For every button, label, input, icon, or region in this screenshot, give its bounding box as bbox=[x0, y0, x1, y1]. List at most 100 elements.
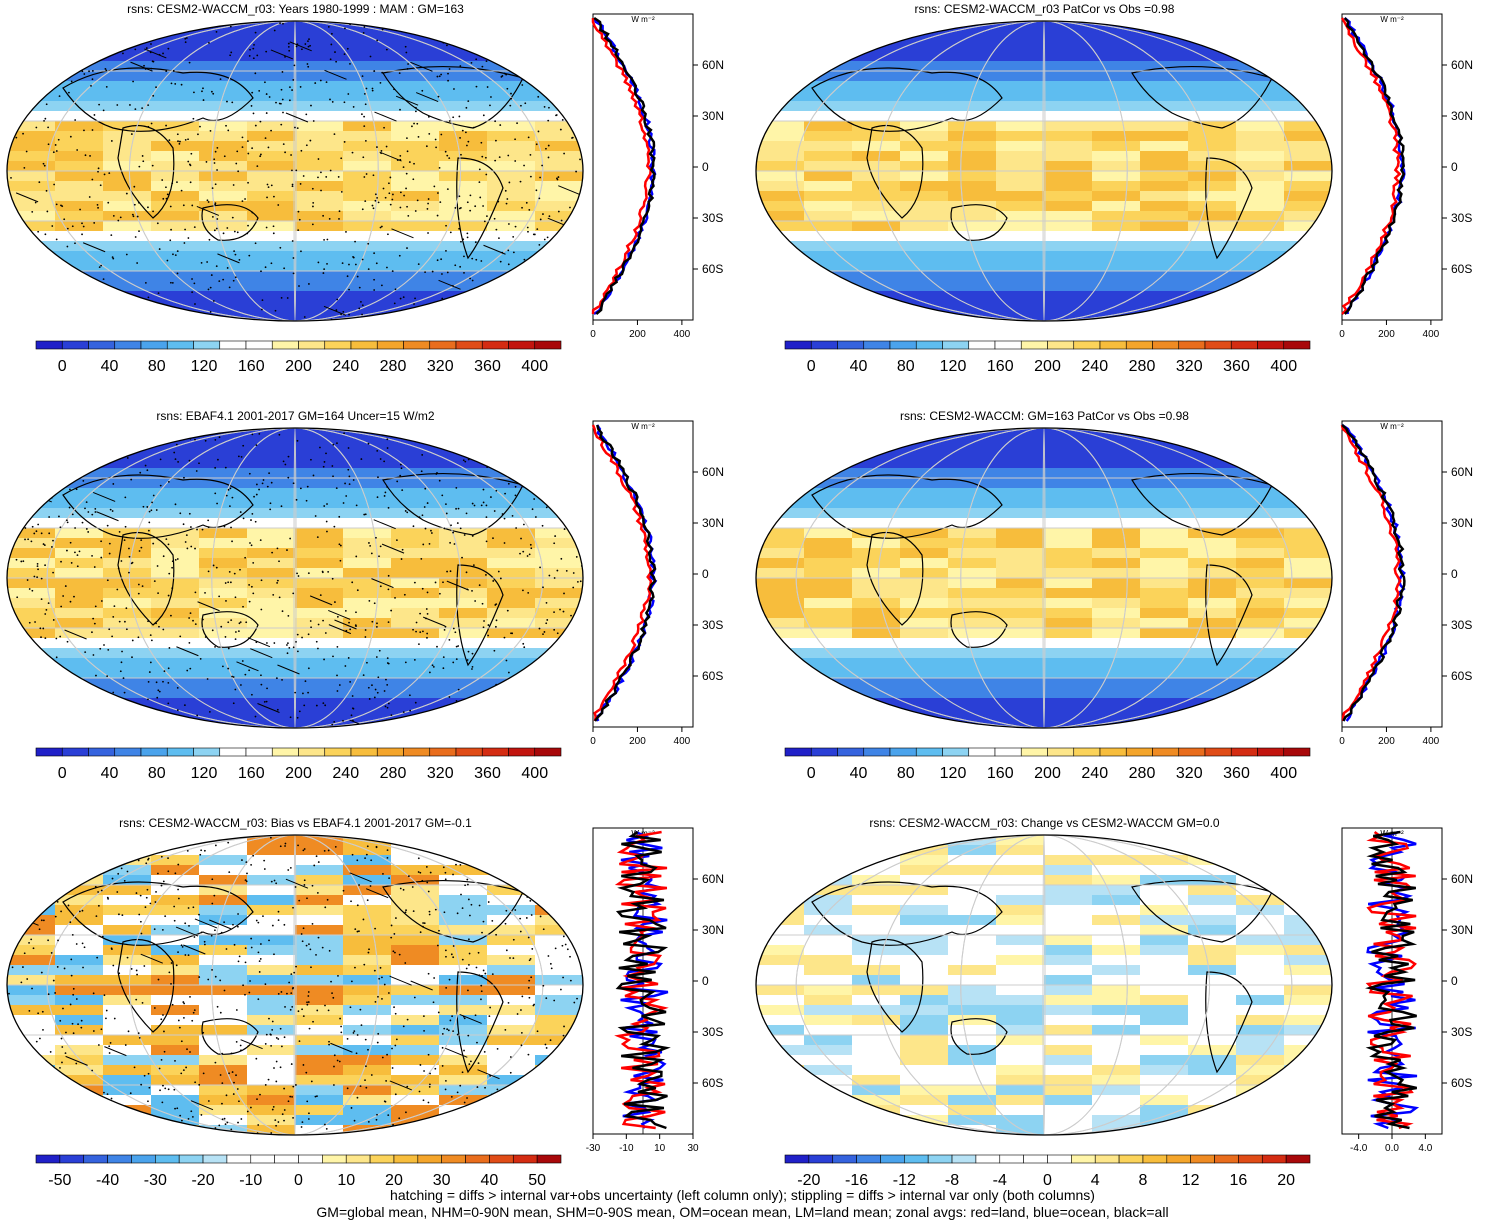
map-cell bbox=[1188, 718, 1237, 728]
stipple-dot bbox=[438, 166, 441, 169]
stipple-dot bbox=[91, 129, 94, 131]
stipple-dot bbox=[437, 95, 440, 98]
stipple-dot bbox=[216, 502, 218, 505]
colorbar-swatch bbox=[83, 1154, 108, 1164]
map-cell bbox=[996, 845, 1045, 856]
stipple-dot bbox=[187, 907, 190, 909]
stipple-dot bbox=[119, 216, 122, 219]
map-cell bbox=[1284, 41, 1332, 52]
map-cell bbox=[55, 478, 104, 489]
map-cell bbox=[1092, 101, 1141, 112]
stipple-dot bbox=[474, 241, 477, 244]
map-cell bbox=[804, 518, 853, 529]
stipple-dot bbox=[31, 525, 34, 528]
map-cell bbox=[1188, 668, 1237, 679]
map-cell bbox=[852, 1095, 901, 1106]
stipple-dot bbox=[237, 170, 240, 173]
stipple-dot bbox=[391, 1047, 393, 1050]
stipple-dot bbox=[132, 215, 135, 218]
stipple-dot bbox=[426, 591, 429, 594]
map-cell bbox=[391, 41, 440, 52]
map-cell bbox=[103, 311, 152, 321]
map-cell bbox=[900, 458, 949, 469]
profile-lat-label: 0 bbox=[1451, 567, 1458, 581]
map-cell bbox=[1236, 718, 1285, 728]
stipple-dot bbox=[279, 246, 282, 249]
stipple-dot bbox=[60, 204, 62, 207]
map-cell bbox=[1092, 41, 1141, 52]
stipple-dot bbox=[84, 507, 86, 510]
stipple-dot bbox=[305, 1071, 308, 1074]
map-cell bbox=[151, 201, 200, 212]
stipple-dot bbox=[440, 133, 443, 136]
stipple-dot bbox=[188, 61, 191, 64]
map-cell bbox=[1284, 301, 1332, 312]
map-cell bbox=[7, 588, 56, 599]
map-cell bbox=[343, 1115, 392, 1126]
stipple-dot bbox=[399, 191, 402, 194]
map-cell bbox=[756, 668, 805, 679]
colorbar-swatch bbox=[999, 1154, 1024, 1164]
stipple-dot bbox=[66, 519, 68, 522]
map-cell bbox=[996, 428, 1045, 439]
map-cell bbox=[1044, 698, 1093, 709]
map-cell bbox=[55, 458, 104, 469]
stipple-dot bbox=[482, 969, 485, 972]
map-cell bbox=[1284, 718, 1332, 728]
stipple-dot bbox=[486, 215, 488, 217]
stipple-dot bbox=[369, 885, 372, 887]
map-cell bbox=[7, 41, 56, 52]
stipple-dot bbox=[528, 208, 531, 211]
stipple-dot bbox=[62, 595, 65, 597]
stipple-dot bbox=[463, 1017, 466, 1020]
map-cell bbox=[1284, 608, 1332, 619]
map-cell bbox=[1140, 708, 1189, 719]
stipple-dot bbox=[193, 282, 196, 285]
colorbar-swatch bbox=[1204, 340, 1232, 350]
stipple-dot bbox=[471, 665, 474, 668]
map-cell bbox=[535, 1125, 583, 1135]
map-cell bbox=[996, 558, 1045, 569]
map-cell bbox=[295, 31, 344, 42]
stipple-dot bbox=[176, 1107, 179, 1110]
stipple-dot bbox=[74, 527, 76, 529]
stipple-dot bbox=[262, 479, 265, 481]
map-cell bbox=[391, 845, 440, 856]
map-cell bbox=[1236, 588, 1285, 599]
stipple-dot bbox=[499, 260, 502, 263]
hatch-line bbox=[379, 151, 402, 162]
stipple-dot bbox=[177, 888, 179, 891]
stipple-dot bbox=[385, 145, 388, 148]
map-cell bbox=[247, 1125, 296, 1135]
map-cell bbox=[55, 975, 104, 986]
stipple-dot bbox=[94, 605, 97, 608]
stipple-dot bbox=[438, 592, 441, 595]
map-cell bbox=[900, 171, 949, 182]
map-cell bbox=[1188, 985, 1237, 996]
map-cell bbox=[103, 221, 152, 232]
map-cell bbox=[295, 448, 344, 459]
stipple-dot bbox=[336, 442, 338, 445]
colorbar-swatch bbox=[1047, 340, 1075, 350]
stipple-dot bbox=[483, 1050, 486, 1053]
colorbar-swatch bbox=[107, 1154, 132, 1164]
map-cell bbox=[295, 41, 344, 52]
stipple-dot bbox=[137, 583, 140, 586]
map-cell bbox=[1236, 428, 1285, 439]
colorbar-swatch bbox=[250, 1154, 275, 1164]
map-cell bbox=[55, 101, 104, 112]
stipple-dot bbox=[406, 511, 409, 514]
map-cell bbox=[151, 1105, 200, 1116]
map-cell bbox=[487, 21, 536, 32]
colorbar-swatch bbox=[455, 747, 483, 757]
map-cell bbox=[996, 291, 1045, 302]
map-cell bbox=[1140, 498, 1189, 509]
map-cell bbox=[295, 428, 344, 439]
stipple-dot bbox=[244, 673, 247, 676]
map-cell bbox=[852, 678, 901, 689]
stipple-dot bbox=[204, 591, 206, 594]
map-cell bbox=[1044, 498, 1093, 509]
map-cell bbox=[804, 51, 853, 62]
